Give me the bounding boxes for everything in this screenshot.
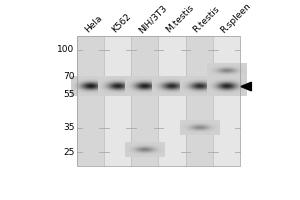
Text: NIH/3T3: NIH/3T3 xyxy=(137,3,169,35)
Text: 55: 55 xyxy=(63,90,75,99)
Bar xyxy=(77,36,104,166)
Bar xyxy=(77,36,240,166)
Text: R.testis: R.testis xyxy=(192,5,222,35)
Bar xyxy=(158,36,185,166)
Bar xyxy=(104,36,131,166)
Text: M.testis: M.testis xyxy=(164,3,196,35)
Text: R.spleen: R.spleen xyxy=(219,1,253,35)
Text: Hela: Hela xyxy=(83,14,104,35)
Bar xyxy=(213,36,240,166)
Text: K562: K562 xyxy=(110,12,133,35)
Polygon shape xyxy=(241,82,251,91)
Text: 25: 25 xyxy=(63,148,75,157)
Bar xyxy=(185,36,213,166)
Text: 70: 70 xyxy=(63,72,75,81)
Bar xyxy=(131,36,158,166)
Text: 35: 35 xyxy=(63,123,75,132)
Text: 100: 100 xyxy=(58,45,75,54)
